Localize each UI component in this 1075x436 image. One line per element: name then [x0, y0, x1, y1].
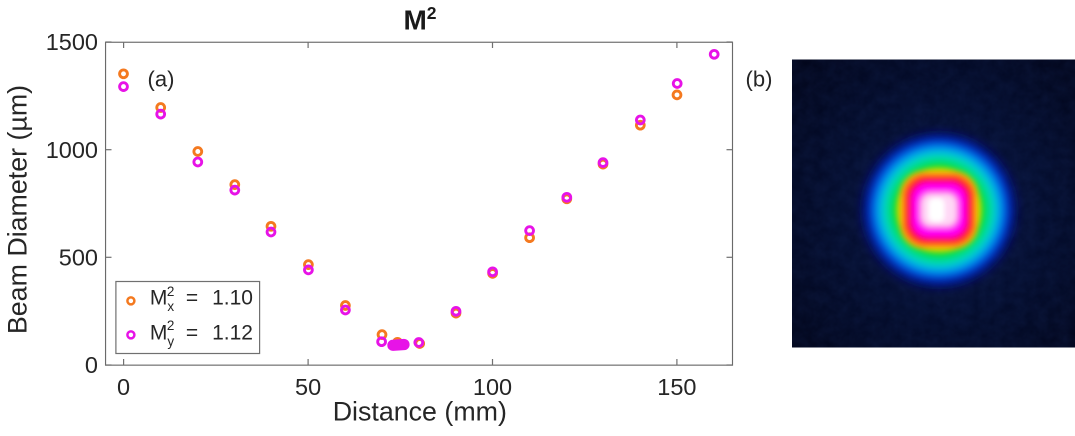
svg-text:x: x: [167, 299, 174, 314]
svg-text:1500: 1500: [46, 29, 98, 55]
svg-text:100: 100: [473, 374, 512, 400]
svg-text:=: =: [186, 287, 198, 310]
svg-text:0: 0: [85, 352, 98, 378]
svg-text:Distance (mm): Distance (mm): [333, 396, 507, 426]
svg-text:(a): (a): [148, 67, 175, 92]
svg-text:1.10: 1.10: [212, 287, 253, 310]
svg-text:2: 2: [167, 284, 175, 299]
svg-text:M: M: [150, 287, 168, 310]
svg-text:50: 50: [295, 374, 321, 400]
svg-text:0: 0: [117, 374, 130, 400]
svg-text:M2: M2: [403, 3, 436, 36]
svg-text:y: y: [167, 334, 174, 349]
svg-text:2: 2: [167, 318, 175, 333]
svg-text:M: M: [150, 322, 168, 345]
svg-text:(b): (b): [746, 67, 773, 92]
svg-text:1000: 1000: [46, 137, 98, 163]
svg-text:Beam Diameter (µm): Beam Diameter (µm): [3, 85, 33, 334]
svg-text:150: 150: [657, 374, 696, 400]
svg-text:=: =: [186, 322, 198, 345]
svg-text:500: 500: [59, 245, 98, 271]
svg-text:1.12: 1.12: [212, 322, 253, 345]
